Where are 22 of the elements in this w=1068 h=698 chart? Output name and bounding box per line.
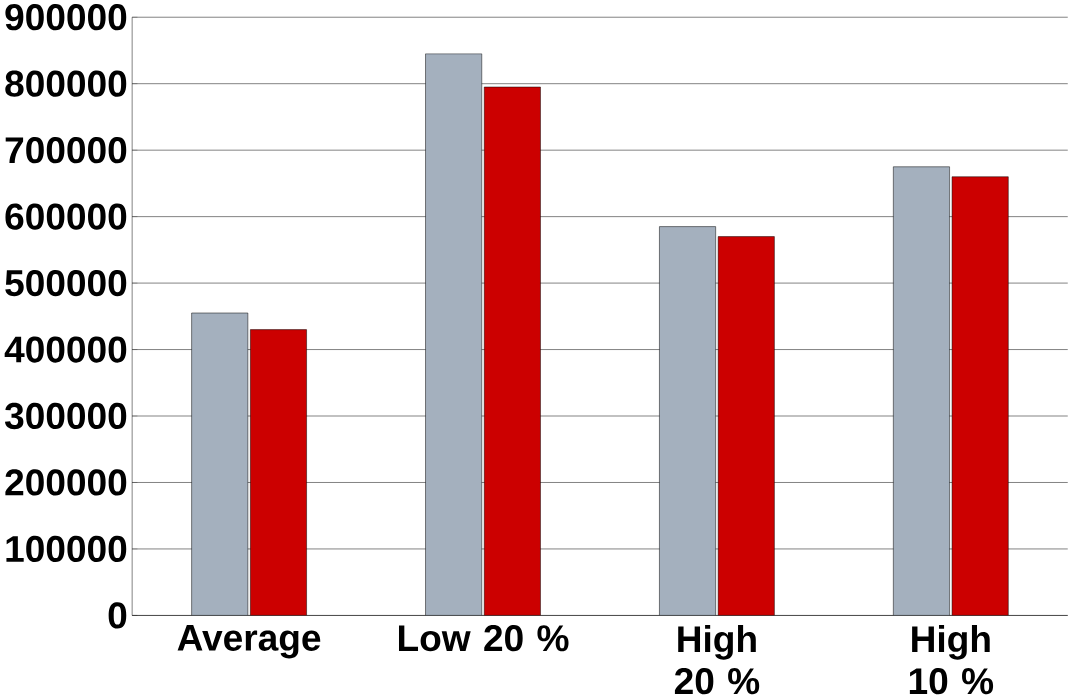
y-tick-label: 900000 <box>5 3 127 31</box>
y-tick-label: 0 <box>108 602 127 629</box>
bar <box>717 236 775 616</box>
bar <box>483 86 541 616</box>
x-tick-label: High 10 % <box>909 624 994 695</box>
y-tick-label: 600000 <box>5 203 127 230</box>
x-tick-label: High 20 % <box>674 624 760 695</box>
y-tick-label: 500000 <box>5 269 127 297</box>
x-tick-label: Low 20 % <box>398 624 569 652</box>
bar <box>191 312 249 616</box>
bar <box>951 176 1009 616</box>
bar <box>425 53 483 616</box>
y-tick-label: 100000 <box>6 535 127 562</box>
x-tick-label: Average <box>177 624 321 659</box>
y-tick-label: 200000 <box>5 469 127 496</box>
bar <box>659 226 716 616</box>
bar <box>893 166 950 616</box>
bar <box>250 329 307 616</box>
y-tick-label: 700000 <box>5 136 127 164</box>
y-tick-label: 400000 <box>4 336 127 363</box>
y-tick-label: 800000 <box>5 70 127 97</box>
y-tick-label: 300000 <box>4 402 127 429</box>
